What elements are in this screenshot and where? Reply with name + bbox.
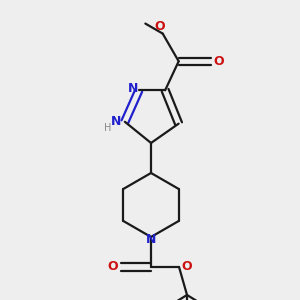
Text: O: O: [213, 55, 224, 68]
Text: O: O: [182, 260, 192, 274]
Text: O: O: [154, 20, 165, 33]
Text: N: N: [111, 115, 121, 128]
Text: N: N: [128, 82, 138, 95]
Text: N: N: [146, 233, 156, 247]
Text: O: O: [108, 260, 118, 274]
Text: H: H: [104, 123, 112, 133]
